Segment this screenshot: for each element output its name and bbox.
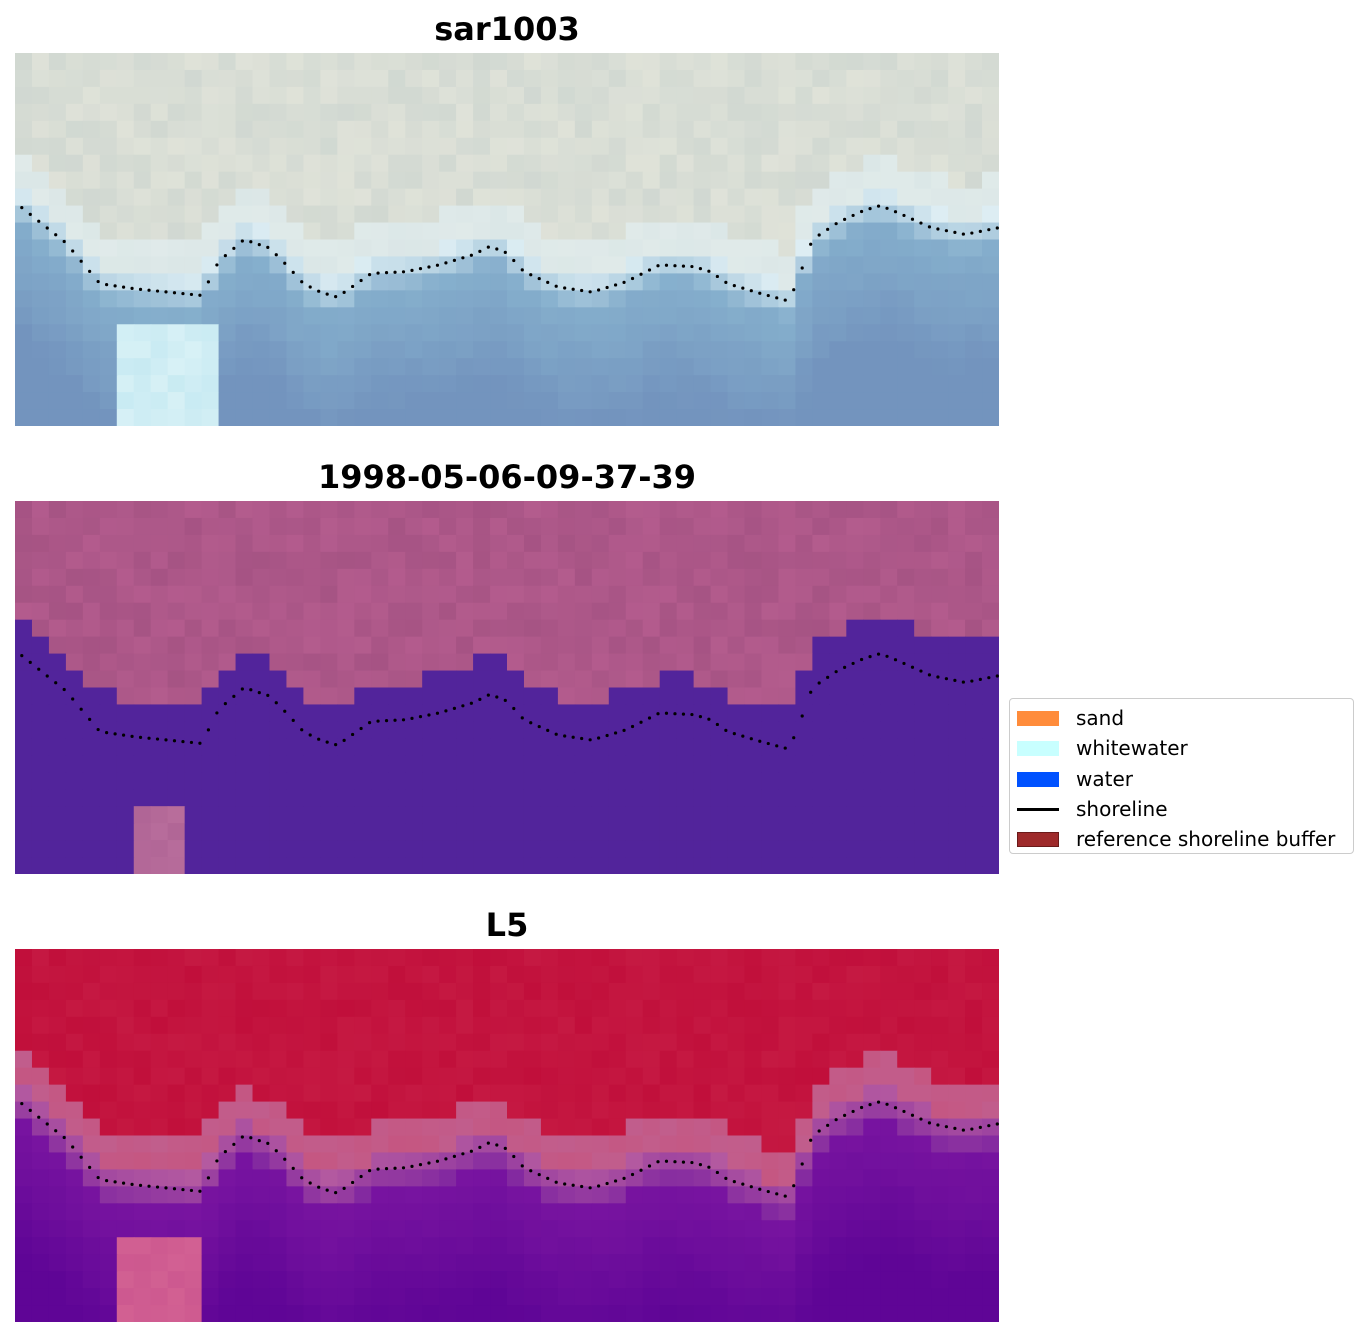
legend-color-swatch (1017, 741, 1059, 757)
legend-color-swatch (1017, 771, 1059, 787)
panel-2-title: 1998-05-06-09-37-39 (317, 458, 697, 496)
legend-label: whitewater (1076, 736, 1188, 761)
legend-item-reference-shoreline-buffer: reference shoreline buffer (1010, 824, 1355, 854)
raster-pixels (15, 53, 999, 426)
raster-pixels (15, 501, 999, 874)
shoreline-dots (20, 652, 999, 750)
panel-3-index-image (15, 949, 999, 1322)
legend-line-swatch (1017, 807, 1059, 811)
legend-item-whitewater: whitewater (1010, 733, 1355, 763)
legend-label: reference shoreline buffer (1076, 827, 1336, 852)
raster-pixels (15, 949, 999, 1322)
shoreline-dots (20, 1100, 999, 1198)
shoreline-dots (20, 204, 999, 302)
panel-2-classified-image (15, 501, 999, 874)
legend-item-shoreline: shoreline (1010, 794, 1355, 824)
legend-color-swatch (1017, 832, 1059, 848)
legend-label: shoreline (1076, 796, 1168, 821)
legend-item-sand: sand (1010, 703, 1355, 733)
panel-1-rgb-image (15, 53, 999, 426)
legend: sand whitewater water shoreline reference sh… (1009, 698, 1354, 854)
legend-label: sand (1076, 706, 1125, 730)
legend-color-swatch (1017, 711, 1059, 726)
panel-1-title: sar1003 (434, 10, 580, 48)
panel-3-title: L5 (485, 906, 529, 944)
legend-item-water: water (1010, 764, 1355, 794)
legend-label: water (1076, 766, 1133, 791)
